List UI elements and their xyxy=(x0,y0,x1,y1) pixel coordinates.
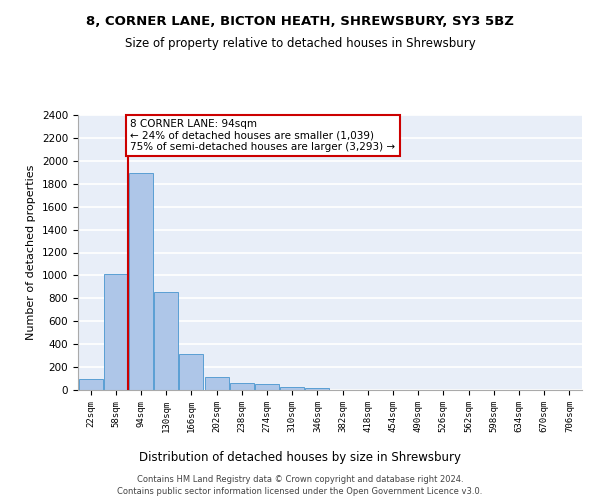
Text: Distribution of detached houses by size in Shrewsbury: Distribution of detached houses by size … xyxy=(139,451,461,464)
Bar xyxy=(154,292,178,390)
Bar xyxy=(104,274,128,390)
Bar xyxy=(280,386,304,390)
Text: Contains HM Land Registry data © Crown copyright and database right 2024.: Contains HM Land Registry data © Crown c… xyxy=(137,476,463,484)
Text: 8, CORNER LANE, BICTON HEATH, SHREWSBURY, SY3 5BZ: 8, CORNER LANE, BICTON HEATH, SHREWSBURY… xyxy=(86,15,514,28)
Bar xyxy=(179,354,203,390)
Bar xyxy=(79,379,103,390)
Bar xyxy=(255,384,279,390)
Text: Size of property relative to detached houses in Shrewsbury: Size of property relative to detached ho… xyxy=(125,38,475,51)
Bar xyxy=(305,388,329,390)
Bar xyxy=(129,174,153,390)
Y-axis label: Number of detached properties: Number of detached properties xyxy=(26,165,37,340)
Bar xyxy=(230,383,254,390)
Text: 8 CORNER LANE: 94sqm
← 24% of detached houses are smaller (1,039)
75% of semi-de: 8 CORNER LANE: 94sqm ← 24% of detached h… xyxy=(131,119,395,152)
Text: Contains public sector information licensed under the Open Government Licence v3: Contains public sector information licen… xyxy=(118,486,482,496)
Bar xyxy=(205,377,229,390)
